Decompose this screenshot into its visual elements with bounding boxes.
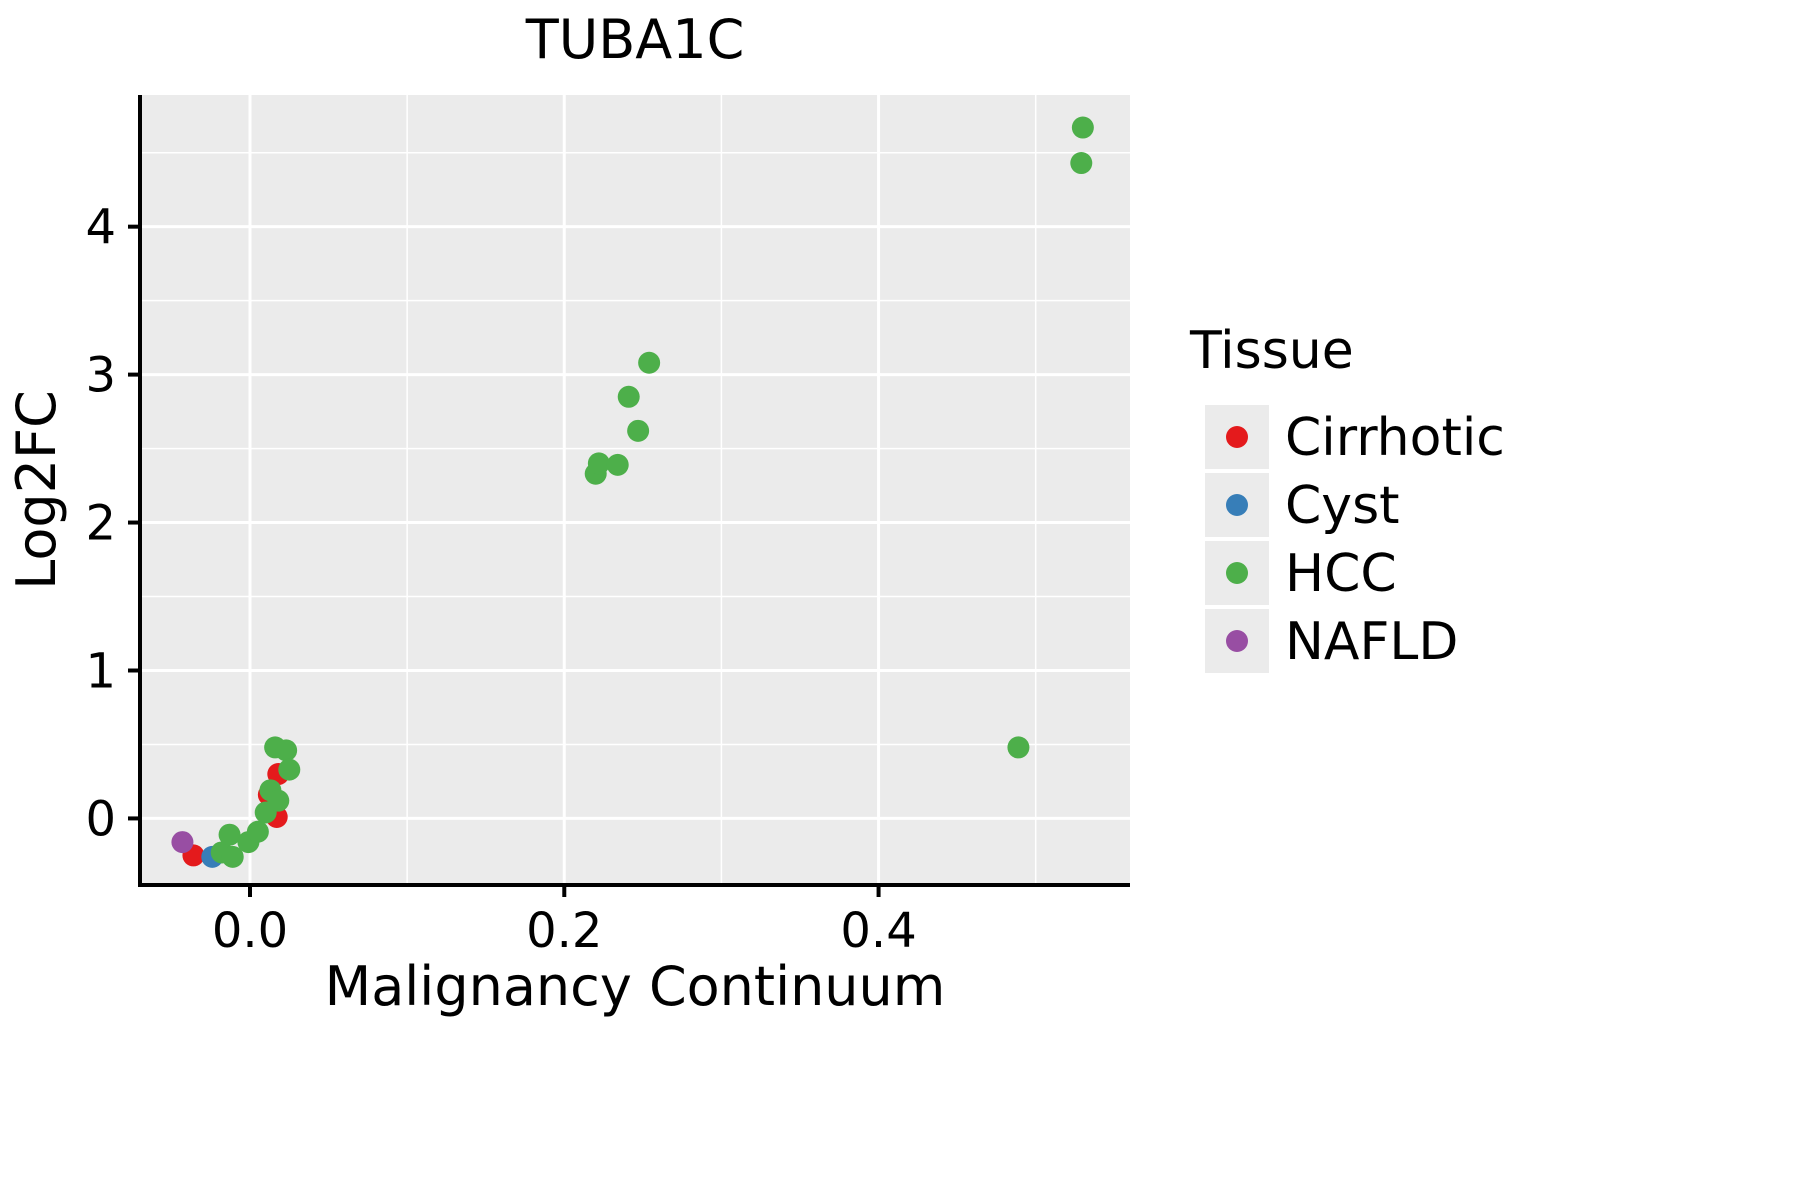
data-point-hcc (638, 351, 661, 374)
data-point-hcc (617, 385, 640, 408)
data-point-hcc (606, 453, 629, 476)
x-tick-label: 0.4 (840, 903, 916, 959)
data-point-hcc (1007, 736, 1030, 759)
data-point-nafld (171, 831, 194, 854)
x-axis-label: Malignancy Continuum (325, 955, 946, 1018)
y-axis-label: Log2FC (5, 390, 68, 590)
legend-label-hcc: HCC (1285, 544, 1397, 604)
data-point-hcc (246, 820, 269, 843)
chart-title: TUBA1C (525, 8, 745, 71)
data-point-hcc (221, 845, 244, 868)
y-tick-label: 4 (85, 200, 116, 256)
legend-key-nafld-icon (1226, 630, 1248, 652)
data-point-hcc (218, 823, 241, 846)
y-tick-label: 1 (85, 643, 116, 699)
data-point-hcc (275, 739, 298, 762)
legend-key-hcc-icon (1226, 562, 1248, 584)
y-tick-label: 2 (85, 496, 116, 552)
y-tick-label: 0 (85, 791, 116, 847)
data-point-hcc (278, 758, 301, 781)
y-tick-label: 3 (85, 348, 116, 404)
data-point-hcc (627, 419, 650, 442)
x-tick-label: 0.0 (212, 903, 288, 959)
legend-key-cyst-icon (1226, 494, 1248, 516)
legend-label-cirrhotic: Cirrhotic (1285, 408, 1505, 468)
legend-title: Tissue (1189, 321, 1354, 381)
legend-label-cyst: Cyst (1285, 476, 1400, 536)
legend-label-nafld: NAFLD (1285, 612, 1458, 672)
legend-key-cirrhotic-icon (1226, 426, 1248, 448)
x-tick-label: 0.2 (526, 903, 602, 959)
data-point-hcc (1070, 152, 1093, 175)
data-point-hcc (587, 452, 610, 475)
data-point-hcc (267, 789, 290, 812)
data-point-hcc (1071, 116, 1094, 139)
